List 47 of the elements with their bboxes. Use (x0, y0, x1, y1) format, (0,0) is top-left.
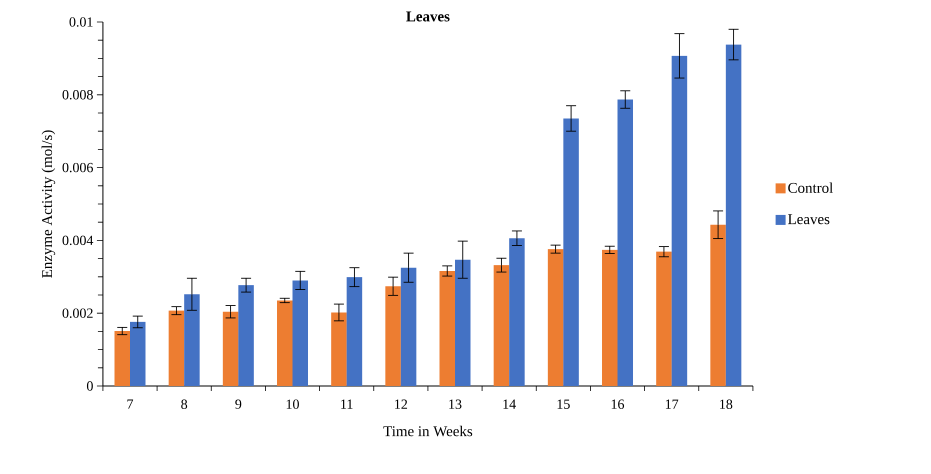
bar (385, 286, 401, 386)
legend-label: Control (788, 182, 833, 193)
x-tick-label: 7 (127, 400, 134, 409)
x-tick-label: 16 (612, 400, 624, 409)
bar (277, 300, 293, 386)
bar (184, 294, 200, 386)
bar (656, 252, 672, 386)
y-tick-label: 0.006 (62, 162, 93, 172)
bar (346, 277, 362, 386)
y-axis-title: Enzyme Activity (mol/s) (42, 130, 56, 278)
y-tick-label: 0.01 (70, 17, 93, 27)
y-tick-label: 0.004 (62, 236, 94, 246)
x-tick-label: 10 (286, 400, 299, 409)
bar (168, 310, 184, 386)
bar (130, 322, 146, 386)
bar (672, 56, 688, 386)
bar (222, 312, 238, 386)
x-tick-label: 13 (449, 400, 462, 409)
bar (331, 312, 347, 386)
bar (400, 268, 416, 386)
bar (292, 280, 308, 386)
bar (509, 238, 525, 386)
x-tick-label: 8 (181, 400, 188, 409)
x-tick-label: 15 (558, 400, 570, 409)
y-tick-label: 0 (86, 381, 93, 391)
bar (238, 285, 254, 386)
bar (618, 100, 634, 386)
bar (548, 249, 564, 386)
x-tick-label: 17 (666, 400, 678, 409)
bar (494, 265, 510, 386)
x-tick-label: 12 (395, 400, 408, 409)
bar (710, 224, 726, 386)
bar (440, 270, 456, 386)
bar (726, 44, 742, 386)
bar (114, 331, 130, 386)
x-tick-label: 18 (720, 400, 732, 409)
chart-title: Leaves (406, 12, 450, 22)
legend-label: Leaves (788, 214, 830, 224)
y-tick-label: 0.008 (62, 90, 93, 100)
y-tick-label: 0.002 (62, 308, 93, 318)
x-tick-label: 9 (235, 400, 242, 409)
bar (455, 260, 471, 386)
bar (563, 118, 579, 386)
bar (602, 250, 618, 386)
x-axis-title: Time in Weeks (383, 426, 472, 436)
x-tick-label: 14 (503, 400, 516, 409)
x-tick-label: 11 (341, 400, 353, 409)
